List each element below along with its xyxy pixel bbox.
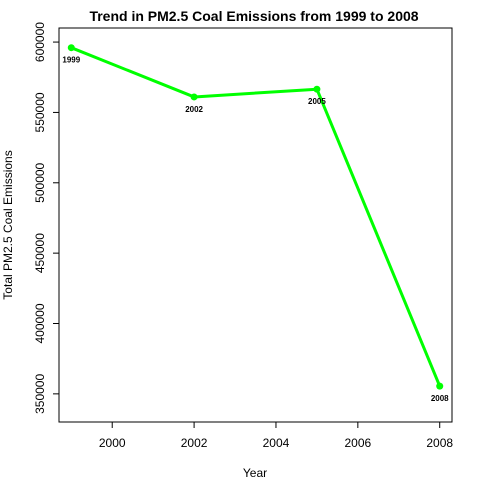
data-point-label: 2002 xyxy=(185,105,203,114)
data-point xyxy=(67,44,75,52)
y-tick-label: 450000 xyxy=(33,233,47,273)
x-tick-label: 2008 xyxy=(426,436,453,450)
y-tick-label: 400000 xyxy=(33,303,47,343)
data-point xyxy=(190,93,198,101)
data-point-label: 2008 xyxy=(431,394,449,403)
x-axis-label: Year xyxy=(243,466,267,480)
chart-title: Trend in PM2.5 Coal Emissions from 1999 … xyxy=(89,8,418,24)
y-tick-label: 550000 xyxy=(33,92,47,132)
data-point-label: 1999 xyxy=(62,56,80,65)
data-point-label: 2005 xyxy=(308,97,326,106)
y-axis-label: Total PM2.5 Coal Emissions xyxy=(1,150,15,299)
y-tick-label: 350000 xyxy=(33,374,47,414)
x-tick-label: 2000 xyxy=(99,436,126,450)
x-tick-label: 2002 xyxy=(181,436,208,450)
plot-frame xyxy=(58,27,453,423)
y-tick-label: 600000 xyxy=(33,22,47,62)
y-axis: 350000 400000 450000 500000 550000 600000 xyxy=(33,22,59,414)
y-tick-label: 500000 xyxy=(33,162,47,202)
x-tick-label: 2004 xyxy=(263,436,290,450)
data-point xyxy=(313,85,321,93)
series-line xyxy=(69,46,442,388)
x-axis: 2000 2002 2004 2006 2008 xyxy=(99,422,453,450)
data-point xyxy=(436,382,444,390)
x-tick-label: 2006 xyxy=(344,436,371,450)
data-series: 1999 2002 2005 2008 xyxy=(62,44,449,403)
